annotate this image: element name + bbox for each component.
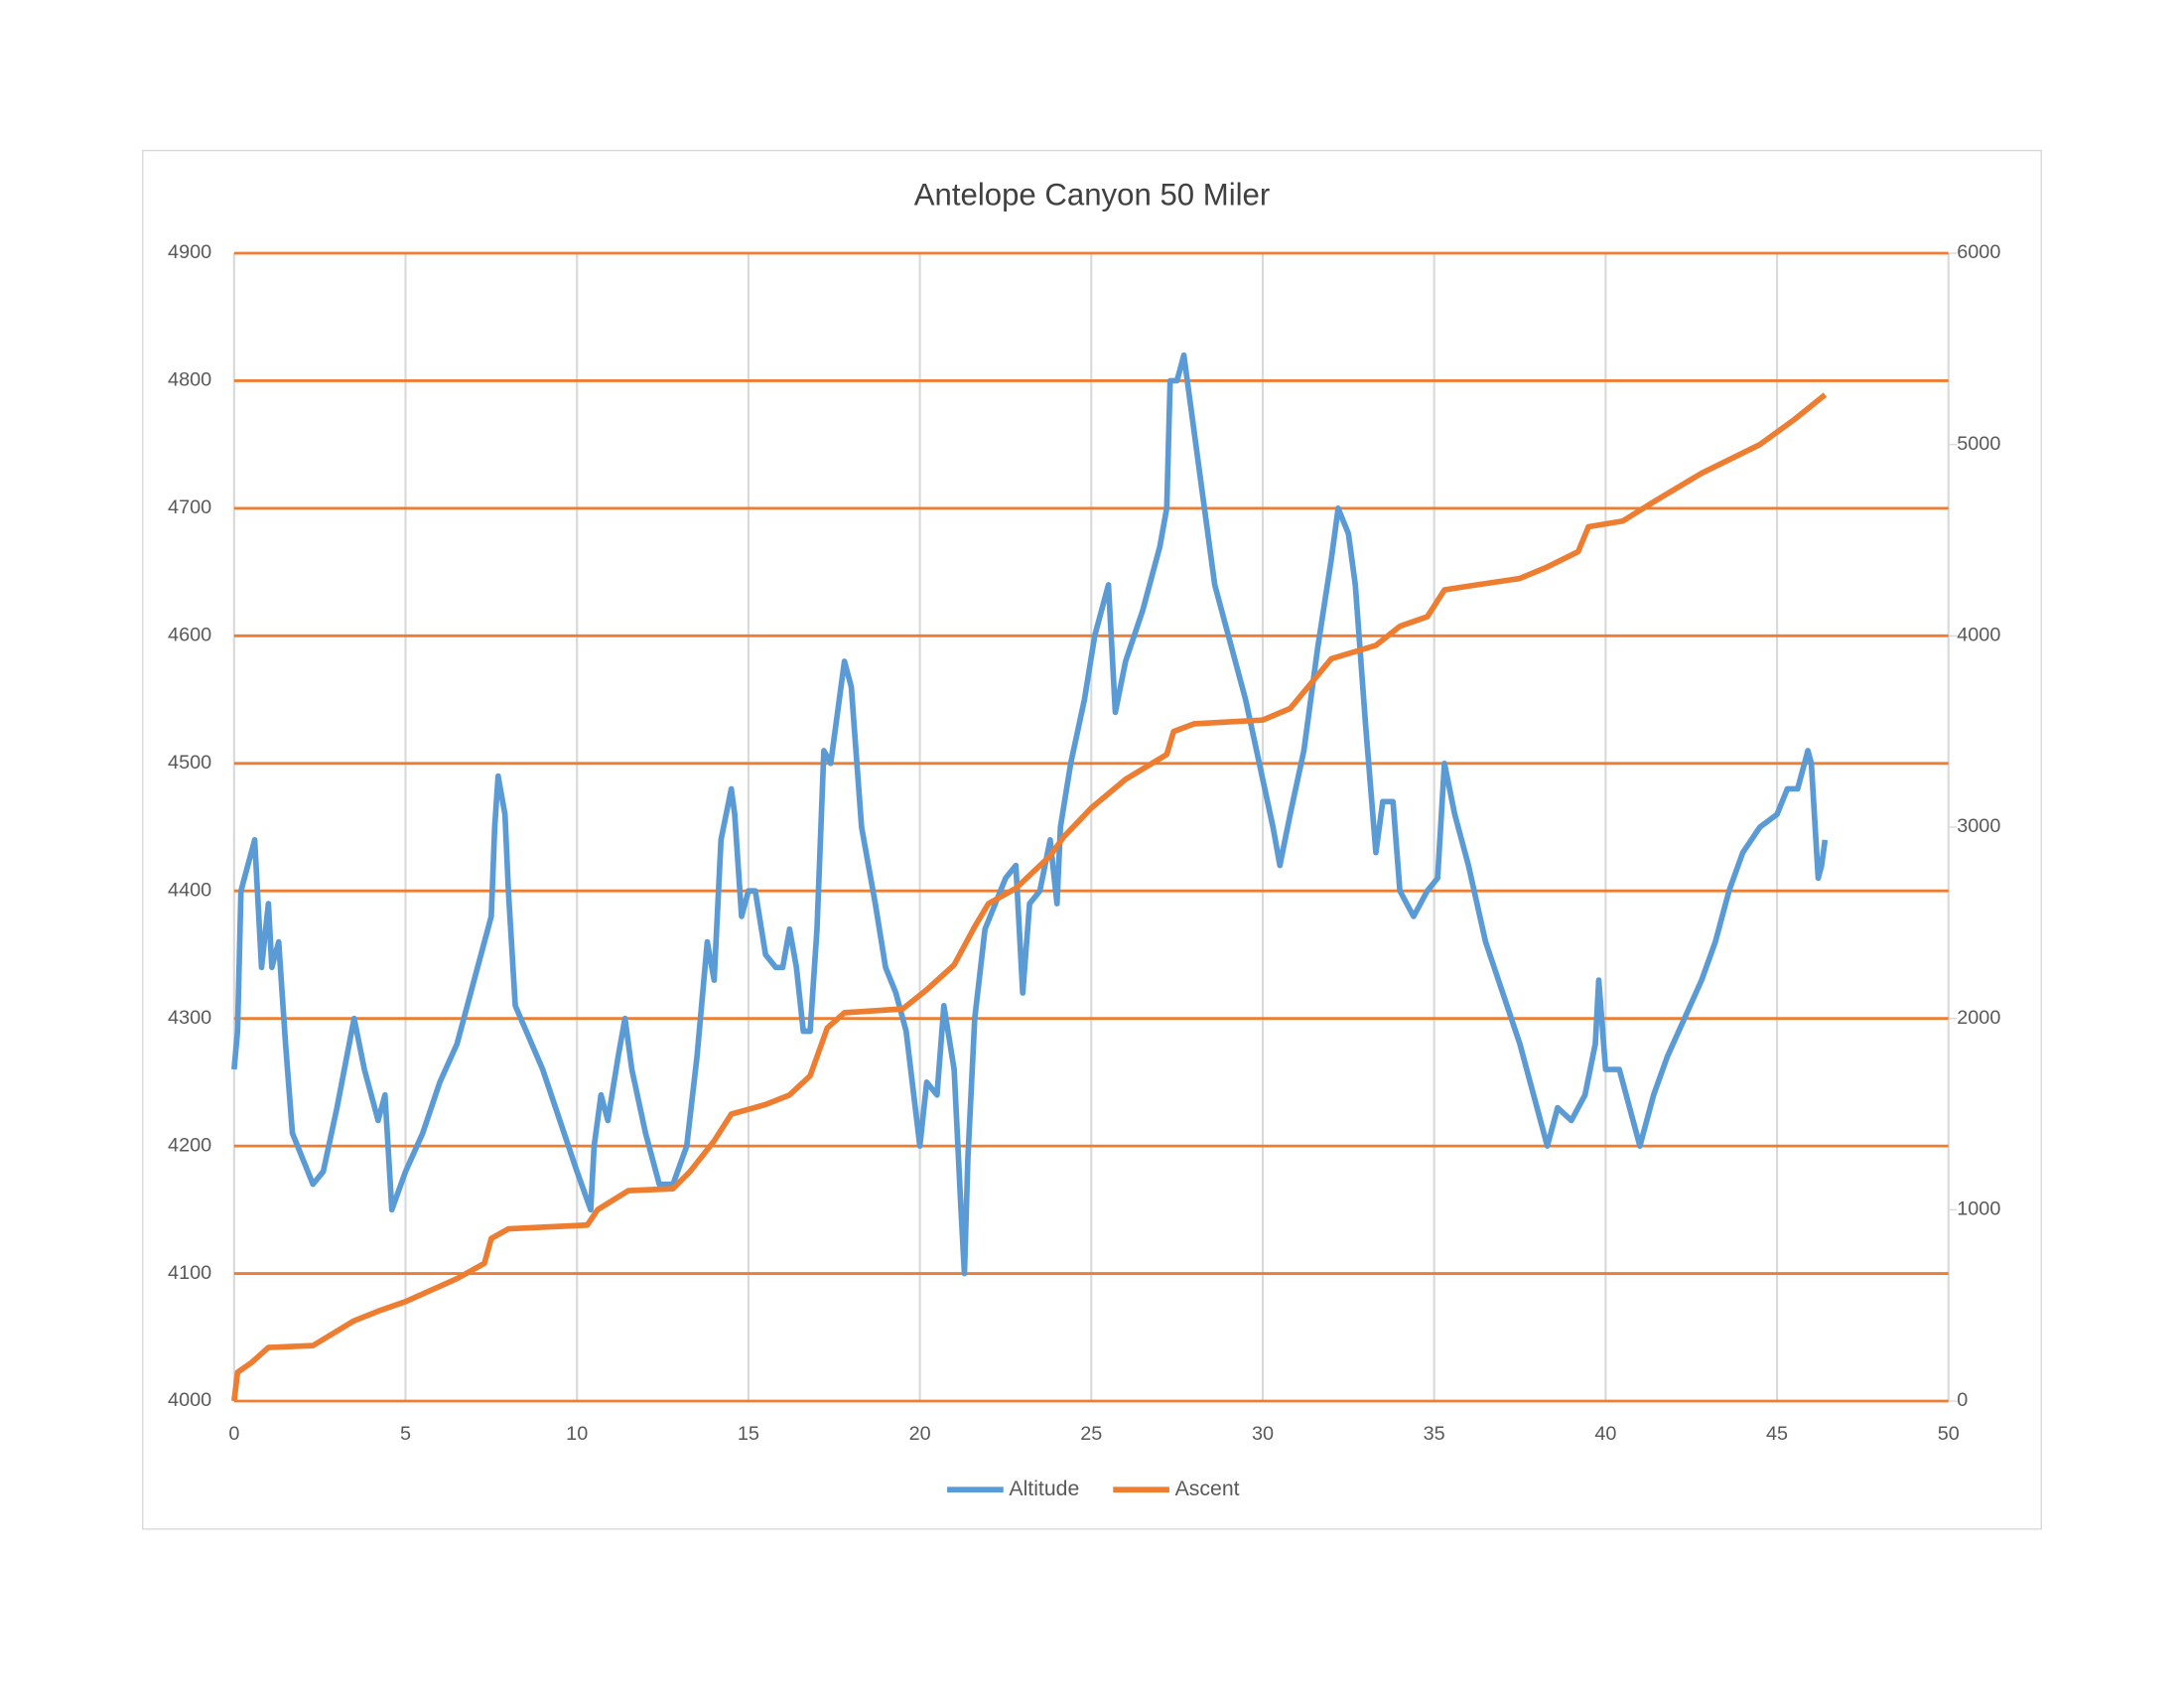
series-line bbox=[231, 392, 1828, 1402]
y-tick-label: 4100 bbox=[168, 1262, 211, 1284]
y-tick-label: 4300 bbox=[168, 1007, 211, 1029]
x-tick-label: 30 bbox=[1252, 1423, 1274, 1445]
y-tick-label: 4800 bbox=[168, 369, 211, 391]
x-tick-label: 25 bbox=[1080, 1423, 1102, 1445]
x-tick-label: 5 bbox=[400, 1423, 411, 1445]
y-tick-label: 4000 bbox=[168, 1389, 211, 1411]
y-tick-label: 4400 bbox=[168, 879, 211, 901]
x-tick-label: 35 bbox=[1424, 1423, 1445, 1445]
y-tick-label: 4200 bbox=[168, 1134, 211, 1156]
y-tick-label: 4900 bbox=[168, 241, 211, 263]
chart-title: Antelope Canyon 50 Miler bbox=[914, 178, 1271, 212]
y-tick-label: 4500 bbox=[168, 752, 211, 774]
x-tick-label: 45 bbox=[1766, 1423, 1788, 1445]
y2-tick-label: 3000 bbox=[1957, 815, 2000, 837]
y2-tick-label: 5000 bbox=[1957, 433, 2000, 455]
x-tick-label: 15 bbox=[738, 1423, 759, 1445]
x-tick-label: 40 bbox=[1594, 1423, 1616, 1445]
y-tick-label: 4600 bbox=[168, 625, 211, 646]
y-tick-label: 4700 bbox=[168, 496, 211, 518]
y2-tick-label: 6000 bbox=[1957, 241, 2000, 263]
y2-tick-label: 2000 bbox=[1957, 1007, 2000, 1029]
x-tick-label: 20 bbox=[909, 1423, 931, 1445]
legend-label: Ascent bbox=[1175, 1477, 1240, 1500]
y2-tick-label: 1000 bbox=[1957, 1199, 2000, 1220]
y2-tick-label: 4000 bbox=[1957, 625, 2000, 646]
legend-label: Altitude bbox=[1009, 1477, 1079, 1500]
x-tick-label: 0 bbox=[228, 1423, 239, 1445]
y2-tick-label: 0 bbox=[1957, 1389, 1968, 1411]
series-line bbox=[231, 352, 1829, 1277]
x-tick-label: 50 bbox=[1938, 1423, 1960, 1445]
x-tick-label: 10 bbox=[566, 1423, 588, 1445]
